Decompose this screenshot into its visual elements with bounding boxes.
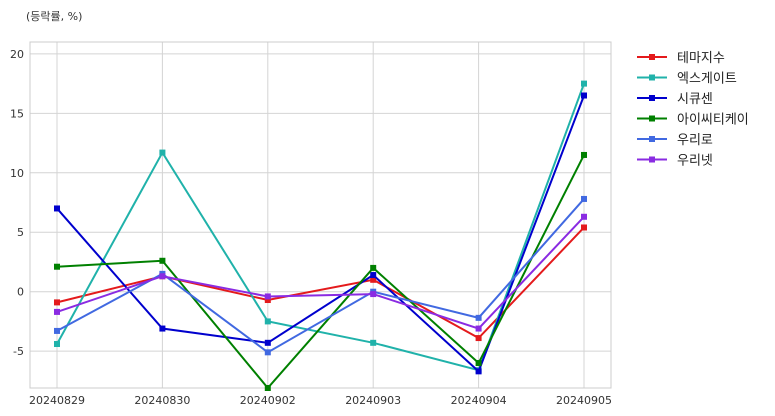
series-group	[54, 80, 587, 391]
y-unit-label: (등락률, %)	[26, 10, 82, 23]
legend-swatch-marker	[649, 95, 655, 101]
plot-frame	[29, 41, 612, 389]
x-tick-label: 20240904	[451, 394, 507, 407]
data-point	[475, 335, 482, 342]
grid	[30, 42, 611, 388]
legend-label: 엑스게이트	[677, 72, 737, 87]
y-tick-label: -5	[13, 345, 24, 358]
series-line	[56, 198, 585, 354]
legend-label: 테마지수	[677, 51, 725, 66]
legend-label: 우리로	[677, 133, 713, 148]
data-point	[264, 385, 271, 391]
y-tick-label: 15	[10, 107, 24, 120]
data-point	[54, 327, 60, 334]
y-tick-label: 5	[17, 226, 24, 239]
data-point	[54, 205, 60, 212]
series-line	[56, 154, 585, 390]
data-point	[54, 299, 60, 306]
data-point	[159, 149, 166, 156]
legend-label: 시큐센	[677, 92, 713, 107]
legend-label: 우리넷	[677, 154, 713, 169]
x-tick-label: 20240830	[134, 394, 190, 407]
data-point	[159, 273, 166, 280]
data-point	[581, 213, 587, 220]
data-point	[54, 308, 60, 315]
data-point	[475, 360, 482, 367]
legend-swatch-marker	[649, 156, 655, 163]
data-point	[475, 368, 482, 375]
y-tick-label: 0	[17, 286, 24, 299]
data-point	[264, 293, 271, 300]
legend-label: 아이씨티케이	[677, 113, 749, 128]
x-tick-label: 20240905	[556, 394, 612, 407]
data-point	[54, 263, 60, 270]
data-point	[370, 276, 377, 283]
series-line	[56, 83, 585, 372]
data-point	[370, 264, 377, 271]
data-point	[264, 339, 271, 346]
data-point	[264, 318, 271, 325]
data-point	[264, 297, 271, 304]
legend-swatch-marker	[649, 74, 655, 81]
data-point	[370, 291, 377, 298]
y-tick-label: 20	[10, 48, 24, 61]
data-point	[159, 325, 166, 332]
data-point	[264, 349, 271, 356]
data-point	[475, 325, 482, 332]
x-axis-ticks: 20240829 20240830 20240902 20240903 20240904…	[29, 394, 612, 407]
data-point	[581, 80, 587, 87]
y-tick-label: 10	[10, 167, 24, 180]
legend-swatch-marker	[649, 115, 655, 122]
x-tick-label: 20240903	[345, 394, 401, 407]
data-point	[370, 339, 377, 346]
series-line	[56, 216, 585, 330]
data-point	[581, 224, 587, 231]
y-axis-ticks: -5 0 5 10 15 20	[10, 48, 24, 358]
x-tick-label: 20240902	[240, 394, 296, 407]
legend-swatch-marker	[649, 54, 655, 60]
data-point	[475, 314, 482, 321]
data-point	[159, 257, 166, 264]
legend-swatch-marker	[649, 136, 655, 142]
series-line	[56, 95, 585, 374]
data-point	[581, 195, 587, 202]
data-point	[581, 151, 587, 158]
x-tick-label: 20240829	[29, 394, 85, 407]
data-point	[54, 341, 60, 348]
data-point	[370, 272, 377, 279]
data-point	[581, 92, 587, 99]
